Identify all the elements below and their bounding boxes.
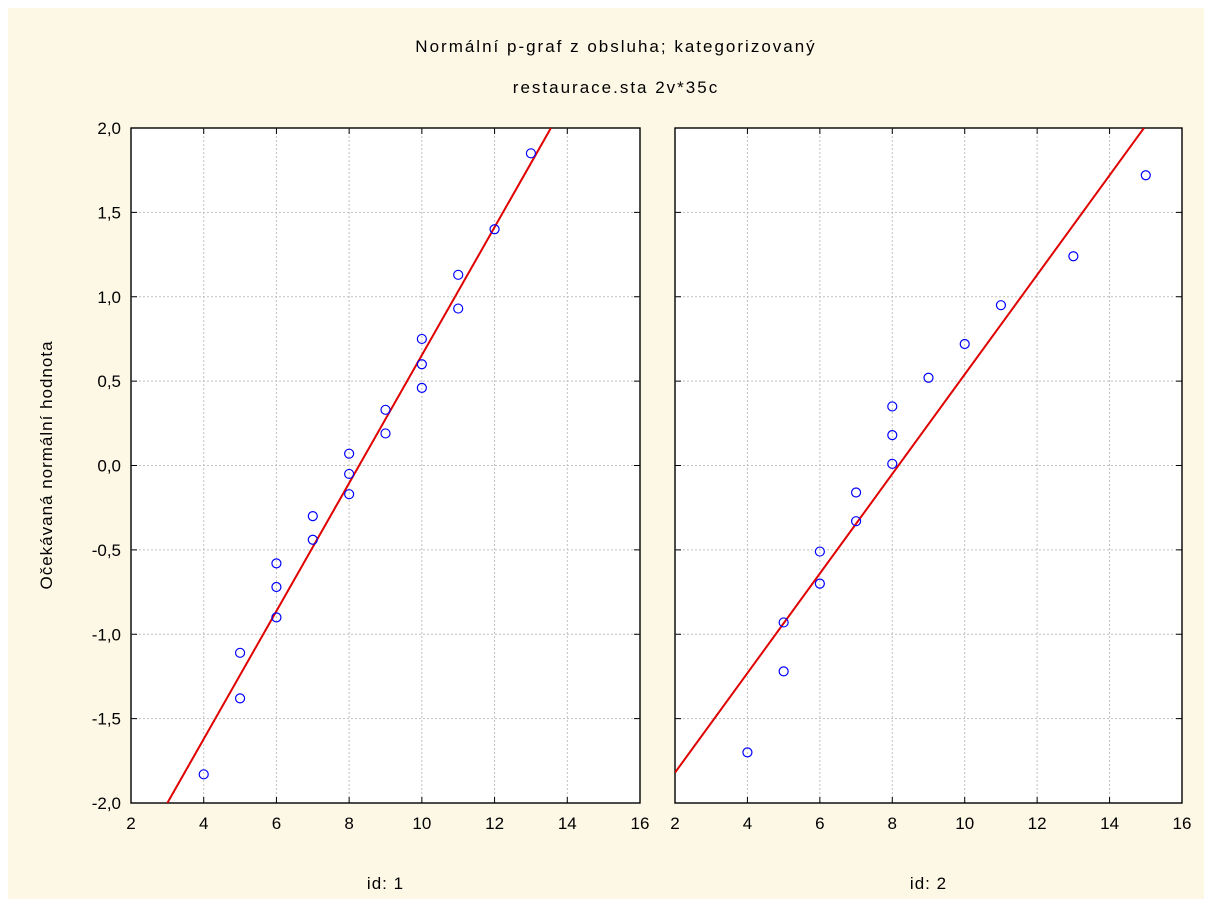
x-tick-label: 10 xyxy=(955,814,974,833)
data-point xyxy=(271,612,282,623)
data-point xyxy=(850,516,862,527)
data-point xyxy=(778,617,789,628)
y-tick-label: 2,0 xyxy=(97,119,121,138)
x-tick-label: 12 xyxy=(485,814,504,833)
data-point xyxy=(887,458,898,469)
data-point xyxy=(814,546,825,557)
data-point xyxy=(234,693,246,704)
data-point xyxy=(453,269,464,280)
fit-line xyxy=(675,128,1145,774)
data-point xyxy=(307,534,318,545)
data-point xyxy=(959,338,970,350)
data-point xyxy=(416,333,427,345)
x-tick-label: 8 xyxy=(888,814,897,833)
y-tick-label: -2,0 xyxy=(92,794,121,813)
x-tick-label: 4 xyxy=(199,814,208,833)
panel-2: 2 4 6 8 10 12 14 16 id: 2 xyxy=(670,127,1192,893)
x-tick-label: 2 xyxy=(670,814,679,833)
data-point xyxy=(307,511,318,522)
data-point xyxy=(344,489,355,500)
x-tick-label: 4 xyxy=(743,814,752,833)
data-point xyxy=(380,428,391,439)
y-tick-label: -1,0 xyxy=(92,625,121,644)
x-tick-label: 14 xyxy=(558,814,577,833)
x-tick-label: 6 xyxy=(272,814,281,833)
panel-1: 2 4 6 8 10 12 14 16 -2,0 -1,5 -1,0 -0,5 0,0 0,5 1,0 1,5… xyxy=(92,119,650,893)
x-tick-label: 10 xyxy=(412,814,431,833)
data-point xyxy=(887,401,898,412)
data-point xyxy=(344,468,355,480)
data-point xyxy=(1140,170,1151,181)
x-tick-label: 16 xyxy=(1173,814,1192,833)
data-point xyxy=(778,666,789,677)
y-tick-label: -0,5 xyxy=(92,541,121,560)
chart-subtitle: restaurace.sta 2v*35c xyxy=(513,78,719,97)
data-point xyxy=(453,303,464,314)
data-point xyxy=(416,382,427,393)
data-point xyxy=(995,300,1007,311)
x-tick-label: 8 xyxy=(344,814,353,833)
data-point xyxy=(234,647,246,658)
data-point xyxy=(271,581,282,593)
x-tick-label: 16 xyxy=(631,814,650,833)
panel-label: id: 2 xyxy=(910,874,947,893)
data-point xyxy=(344,448,355,459)
y-tick-label: 1,0 xyxy=(97,288,121,307)
x-tick-label: 14 xyxy=(1100,814,1119,833)
chart-title: Normální p-graf z obsluha; kategorizovan… xyxy=(415,37,816,56)
data-point xyxy=(742,747,753,758)
data-point xyxy=(887,430,898,441)
y-axis-label: Očekávaná normální hodnota xyxy=(37,340,56,589)
data-point xyxy=(525,148,537,159)
data-point xyxy=(850,487,862,498)
panels-group: 2 4 6 8 10 12 14 16 -2,0 -1,5 -1,0 -0,5 0,0 0,5 1,0 1,5… xyxy=(92,119,1192,893)
data-point xyxy=(814,578,825,589)
y-tick-label: 0,0 xyxy=(97,457,121,476)
data-point xyxy=(380,404,391,415)
data-point xyxy=(271,558,282,569)
data-point xyxy=(1068,251,1079,262)
x-tick-label: 12 xyxy=(1028,814,1047,833)
data-point xyxy=(923,372,934,383)
x-tick-label: 6 xyxy=(815,814,824,833)
y-tick-label: 1,5 xyxy=(97,203,121,222)
y-tick-label: 0,5 xyxy=(97,372,121,391)
fit-line xyxy=(166,128,552,803)
panel-label: id: 1 xyxy=(367,874,404,893)
data-point xyxy=(489,224,500,235)
x-tick-label: 2 xyxy=(126,814,135,833)
data-point xyxy=(416,359,427,370)
y-tick-label: -1,5 xyxy=(92,710,121,729)
data-point xyxy=(198,769,209,780)
